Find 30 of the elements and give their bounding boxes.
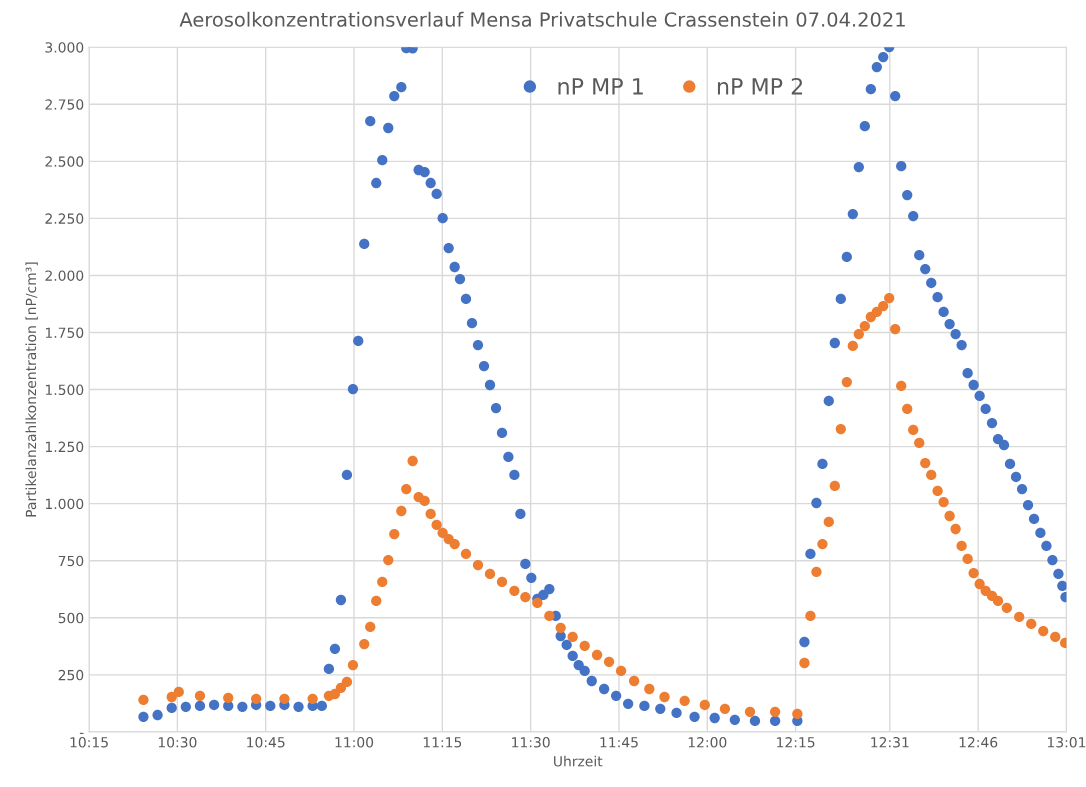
x-tick-label: 11:30 (512, 737, 550, 748)
y-tick-label: 750 (58, 555, 84, 567)
y-tick-label: 500 (58, 612, 84, 624)
x-tick-label: 10:30 (158, 737, 197, 748)
y-tick-label: 2.500 (45, 156, 84, 167)
x-tick-label: 11:15 (423, 737, 462, 748)
y-axis-title: Partikelanzahlkonzentration [nP/cm³] (25, 262, 38, 517)
legend-label: nP MP 2 (717, 77, 803, 95)
chart-title: Aerosolkonzentrationsverlauf Mensa Privatschule Crassenstein 07.04.2021 (179, 11, 905, 27)
x-tick-label: 10:15 (70, 737, 108, 748)
y-tick-label: 1.500 (45, 384, 84, 396)
x-tick-label: 11:45 (600, 737, 638, 748)
legend-label: nP MP 1 (558, 78, 643, 95)
y-tick-label: 250 (58, 669, 84, 681)
y-tick-label: 1.750 (45, 327, 84, 338)
y-tick-label: - (79, 732, 84, 734)
x-tick-label: 12:00 (688, 737, 727, 748)
y-tick-label: 2.250 (45, 213, 84, 224)
y-tick-label: 1.250 (45, 441, 84, 453)
x-tick-label: 13:01 (1047, 737, 1086, 748)
y-tick-label: 1.000 (45, 498, 84, 510)
y-tick-label: 2.000 (45, 270, 84, 281)
x-tick-label: 12:46 (959, 737, 998, 748)
y-tick-label: 3.000 (45, 42, 84, 53)
x-tick-label: 10:45 (247, 737, 285, 748)
y-tick-label: 2.750 (45, 99, 84, 110)
x-axis-title: Uhrzeit (554, 755, 603, 767)
x-tick-label: 12:31 (871, 737, 909, 748)
x-tick-label: 11:00 (335, 737, 374, 748)
x-tick-label: 12:15 (777, 737, 815, 748)
